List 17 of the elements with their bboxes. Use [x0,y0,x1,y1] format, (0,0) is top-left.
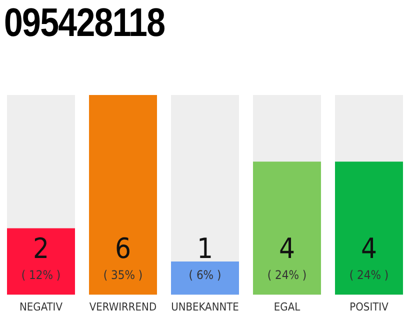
x-tick-label: UNBEKANNTE [171,300,239,314]
data-label: 4 [360,232,378,266]
x-tick-label: POSITIV [350,300,389,314]
x-tick-label: VERWIRREND [89,300,157,314]
data-label: 6 [114,232,132,266]
annotation: ( 12% ) [21,268,61,282]
annotation: ( 6% ) [188,268,222,282]
x-tick-label: EGAL [274,300,301,314]
bar [171,262,239,295]
chart-title: 095428118 [4,0,165,46]
data-label: 2 [32,232,50,266]
annotation: ( 35% ) [103,268,143,282]
x-tick-label: NEGATIV [20,300,63,314]
data-label: 1 [196,232,214,266]
data-label: 4 [278,232,296,266]
annotation: ( 24% ) [349,268,389,282]
annotation: ( 24% ) [267,268,307,282]
